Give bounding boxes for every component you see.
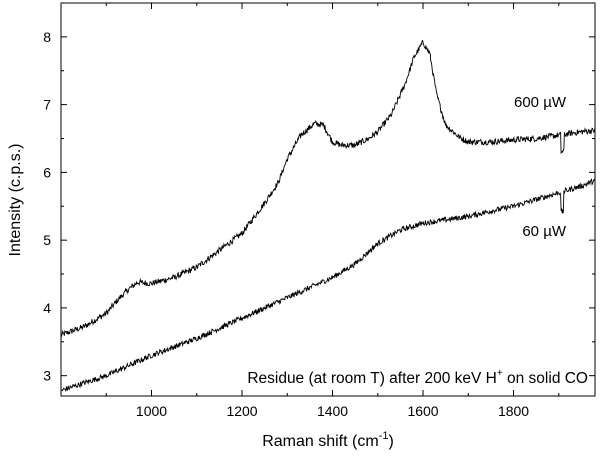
x-tick-label: 1800 <box>498 403 529 419</box>
y-tick-label: 5 <box>43 232 51 248</box>
x-tick-label: 1400 <box>317 403 348 419</box>
y-tick-label: 4 <box>43 300 51 316</box>
series-line-0 <box>61 39 595 338</box>
y-tick-label: 6 <box>43 164 51 180</box>
y-axis-label: Intensity (c.p.s.) <box>7 144 24 257</box>
y-tick-label: 8 <box>43 29 51 45</box>
y-tick-label: 3 <box>43 368 51 384</box>
x-tick-label: 1000 <box>136 403 167 419</box>
y-tick-label: 7 <box>43 97 51 113</box>
chart-annotation: Residue (at room T) after 200 keV H+ on … <box>247 368 588 387</box>
x-tick-label: 1600 <box>407 403 438 419</box>
series-label-60uw: 60 µW <box>522 223 566 240</box>
series-line-1 <box>61 178 595 392</box>
x-axis-label: Raman shift (cm-1) <box>262 430 394 450</box>
x-tick-label: 1200 <box>226 403 257 419</box>
plot-frame <box>60 2 596 397</box>
series-label-600uw: 600 µW <box>514 94 567 111</box>
